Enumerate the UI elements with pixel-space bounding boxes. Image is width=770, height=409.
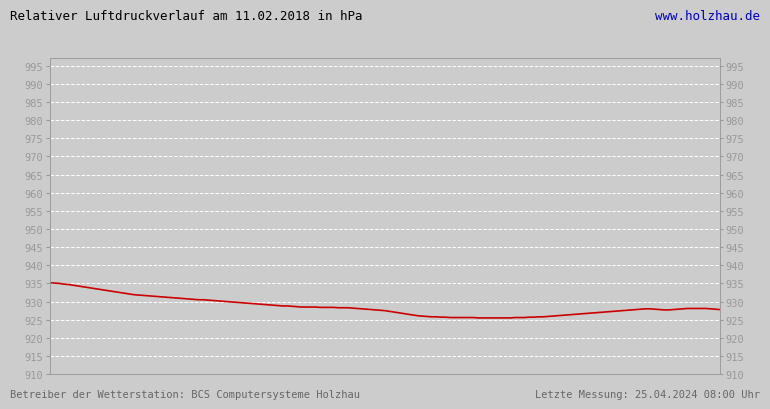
Text: Relativer Luftdruckverlauf am 11.02.2018 in hPa: Relativer Luftdruckverlauf am 11.02.2018… (10, 10, 363, 23)
Text: Betreiber der Wetterstation: BCS Computersysteme Holzhau: Betreiber der Wetterstation: BCS Compute… (10, 389, 360, 399)
Text: www.holzhau.de: www.holzhau.de (655, 10, 760, 23)
Text: Letzte Messung: 25.04.2024 08:00 Uhr: Letzte Messung: 25.04.2024 08:00 Uhr (535, 389, 760, 399)
